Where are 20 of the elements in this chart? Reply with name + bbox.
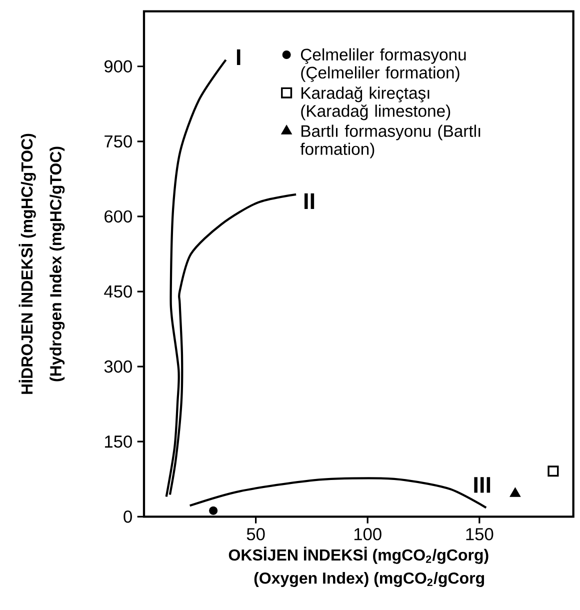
x-axis-title: OKSİJEN İNDEKSİ (mgCO$_{2}$/gCorg) — [228, 546, 488, 564]
y-axis-title: HİDROJEN İNDEKSİ (mgHC/gTOC) — [18, 134, 36, 394]
y-tick-label: 0 — [124, 510, 132, 523]
x-tick-label: 50 — [246, 528, 265, 540]
x-tick-label: 150 — [466, 528, 494, 540]
y-tick-label: 150 — [105, 435, 132, 448]
y-tick-label: 900 — [104, 60, 132, 72]
text: (Hydrogen Index (mgHC/gTOC) — [50, 146, 65, 382]
legend-label: Karadağ kireçtaşı (Karadağ limestone) — [301, 86, 450, 120]
y-tick-label: 750 — [104, 135, 132, 148]
series-label: III — [474, 477, 490, 493]
y-tick-label: 450 — [104, 285, 132, 298]
legend-label: Çelmeliler formasyonu (Çelmeliler formation) — [300, 48, 466, 82]
legend-label: Bartlı formasyonu (Bartlı formation) — [300, 124, 480, 158]
y-tick-label: 600 — [104, 210, 132, 223]
text: (Oxygen Index) (mgCO$_{2}$/gCorg — [254, 572, 484, 588]
y-tick-label: 300 — [104, 360, 132, 373]
series-label: II — [304, 193, 314, 209]
series-label: I — [236, 49, 240, 65]
x-tick-label: 100 — [354, 528, 382, 540]
